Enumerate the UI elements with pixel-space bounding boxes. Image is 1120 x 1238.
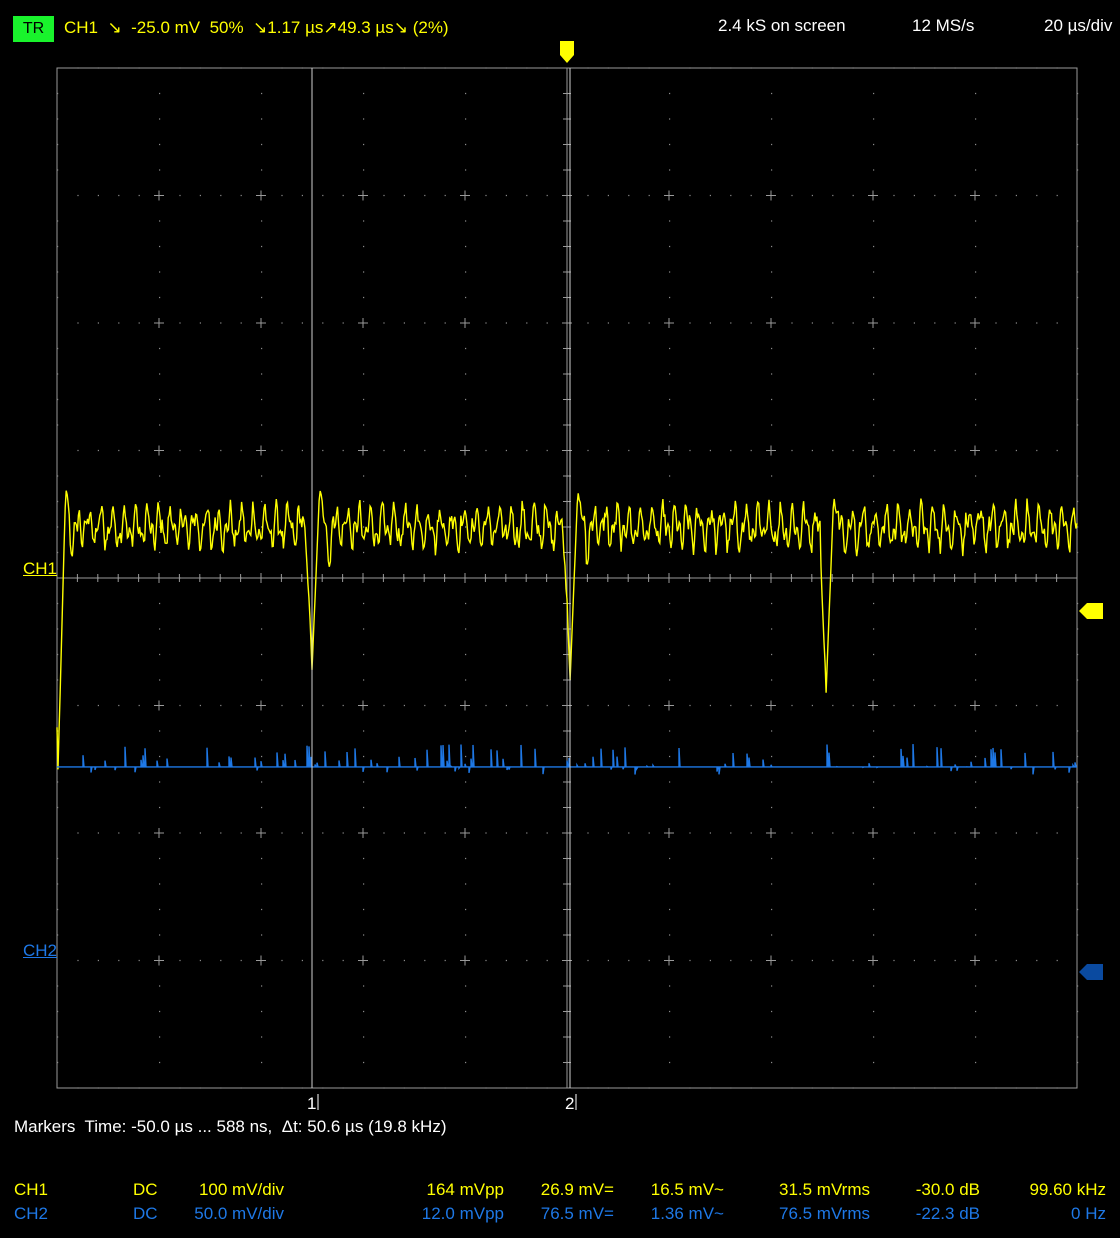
meas-channel: CH2 (14, 1204, 49, 1223)
grid-cross (868, 190, 878, 201)
meas-vdc: 26.9 mV= (540, 1180, 614, 1199)
grid-cross (154, 828, 164, 838)
trigger-position-marker (560, 41, 574, 63)
grid-cross (970, 828, 980, 838)
grid-cross (766, 828, 776, 838)
marker-readout: Markers Time: -50.0 µs ... 588 ns, Δt: 5… (14, 1117, 447, 1136)
grid-cross (664, 318, 674, 328)
grid-cross (256, 828, 266, 838)
grid-cross (970, 445, 980, 456)
ch1-trigger-level-marker (1079, 603, 1103, 619)
grid-cross (358, 700, 368, 711)
grid-cross (766, 955, 776, 966)
grid-cross (460, 700, 470, 711)
marker-1-label: 1 (307, 1094, 316, 1113)
meas-vrms: 31.5 mVrms (778, 1180, 870, 1199)
grid-cross (868, 700, 878, 711)
grid-cross (868, 318, 878, 328)
grid-cross (664, 700, 674, 711)
meas-volts-per-div[interactable]: 100 mV/div (198, 1180, 284, 1199)
marker-2-label: 2 (565, 1094, 574, 1113)
trace-layer (56, 490, 1078, 775)
grid-cross (664, 190, 674, 201)
grid-cross (358, 190, 368, 201)
grid-cross (154, 318, 164, 328)
grid-cross (664, 445, 674, 456)
grid-cross (868, 955, 878, 966)
grid-cross (766, 700, 776, 711)
ch2-trace (57, 744, 1077, 775)
measurement-row-ch1: CH1 DC 100 mV/div 164 mVpp 26.9 mV= 16.5… (0, 1180, 1120, 1202)
grid-cross (358, 955, 368, 966)
grid-cross (970, 190, 980, 201)
meas-vpp: 164 mVpp (426, 1180, 505, 1199)
grid-cross (460, 445, 470, 456)
grid-cross (766, 318, 776, 328)
timebase[interactable]: 20 µs/div (1044, 16, 1113, 35)
meas-coupling[interactable]: DC (133, 1204, 158, 1223)
ch1-level-label[interactable]: CH1 (23, 559, 58, 578)
center-axes (56, 67, 1078, 1089)
measurement-row-ch2: CH2 DC 50.0 mV/div 12.0 mVpp 76.5 mV= 1.… (0, 1204, 1120, 1226)
grid-cross (970, 318, 980, 328)
meas-vdc: 76.5 mV= (540, 1204, 614, 1223)
grid-cross (664, 955, 674, 966)
grid-cross (766, 190, 776, 201)
meas-vpp: 12.0 mVpp (421, 1204, 504, 1223)
grid-cross (256, 445, 266, 456)
grid-cross (460, 955, 470, 966)
grid-cross (256, 318, 266, 328)
trigger-badge[interactable]: TR (13, 16, 54, 42)
grid-cross (154, 955, 164, 966)
ch2-offset-marker (1079, 964, 1103, 980)
grid-cross (154, 445, 164, 456)
grid-cross (460, 318, 470, 328)
sample-rate[interactable]: 12 MS/s (912, 16, 975, 35)
meas-frequency: 99.60 kHz (1029, 1180, 1106, 1199)
ch2-level-label[interactable]: CH2 (23, 941, 58, 960)
grid-cross (256, 190, 266, 201)
grid-cross (256, 955, 266, 966)
meas-vac: 1.36 mV~ (650, 1204, 724, 1223)
grid-cross (154, 190, 164, 201)
grid-cross (868, 828, 878, 838)
grid-cross (970, 700, 980, 711)
grid-cross (358, 828, 368, 838)
grid-cross (664, 828, 674, 838)
meas-volts-per-div[interactable]: 50.0 mV/div (194, 1204, 284, 1223)
meas-frequency: 0 Hz (1071, 1204, 1106, 1223)
grid-cross (970, 955, 980, 966)
meas-db: -22.3 dB (915, 1204, 980, 1223)
grid-cross (766, 445, 776, 456)
ch1-trace (56, 490, 1078, 770)
grid-cross (358, 445, 368, 456)
grid-cross (358, 318, 368, 328)
meas-vrms: 76.5 mVrms (778, 1204, 870, 1223)
grid-cross (154, 700, 164, 711)
trigger-info[interactable]: CH1 ↘ -25.0 mV 50% ↘1.17 µs↗49.3 µs↘ (2%… (64, 18, 449, 37)
graticule (56, 67, 1079, 1089)
meas-vac: 16.5 mV~ (650, 1180, 724, 1199)
grid-cross (256, 700, 266, 711)
grid-cross (460, 828, 470, 838)
samples-on-screen: 2.4 kS on screen (718, 16, 846, 35)
meas-db: -30.0 dB (915, 1180, 980, 1199)
grid-cross (868, 445, 878, 456)
meas-channel: CH1 (14, 1180, 49, 1199)
status-bar: TR CH1 ↘ -25.0 mV 50% ↘1.17 µs↗49.3 µs↘ … (0, 0, 1120, 50)
meas-coupling[interactable]: DC (133, 1180, 158, 1199)
grid-cross (460, 190, 470, 201)
grid-dots (57, 67, 1079, 1089)
